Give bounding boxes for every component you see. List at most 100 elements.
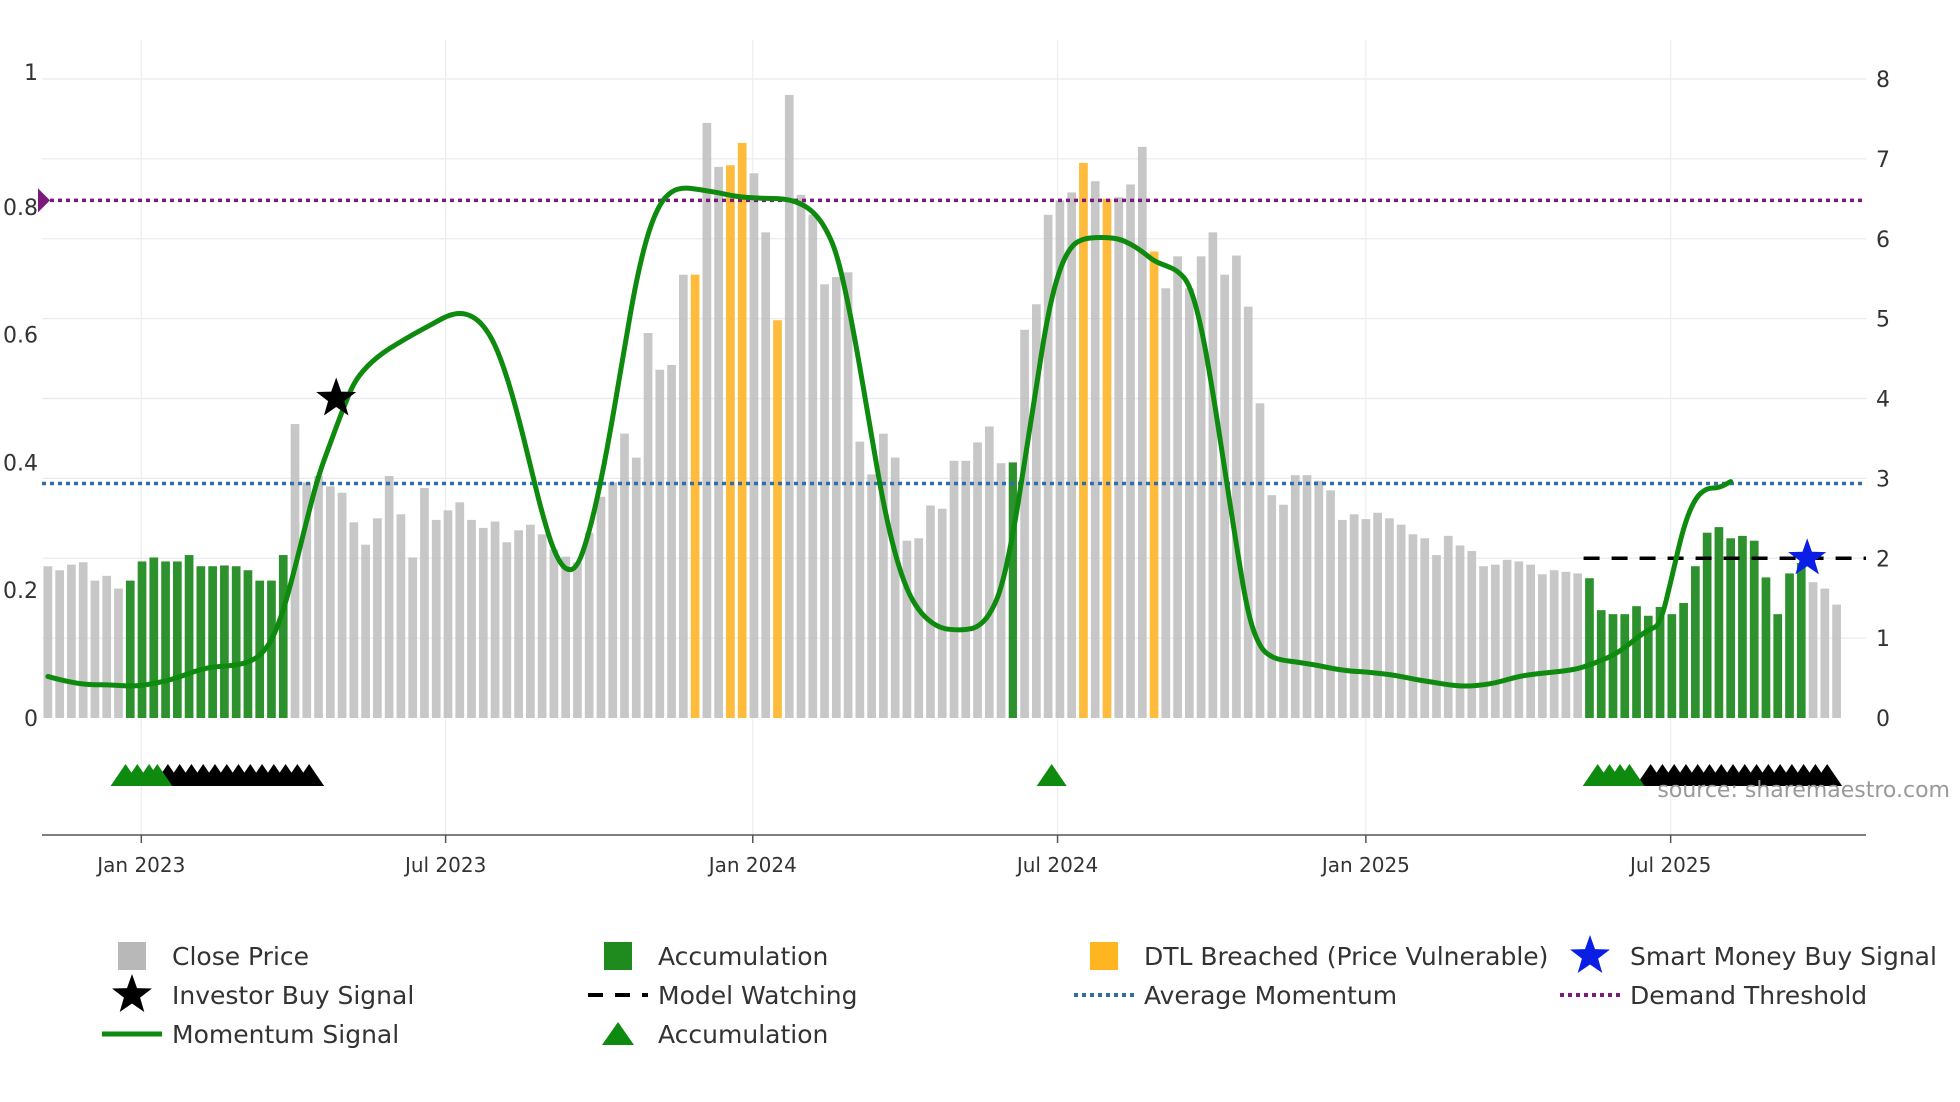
price-bar	[1173, 256, 1182, 718]
price-bar	[302, 482, 312, 718]
accumulation-bar	[1008, 462, 1017, 718]
price-bars	[43, 94, 1841, 719]
accumulation-bar	[255, 580, 265, 718]
price-bar	[1090, 181, 1100, 719]
signal-markers	[110, 377, 1843, 786]
accumulation-marker-black	[1812, 764, 1843, 786]
legend-label: Close Price	[172, 942, 309, 971]
price-bar	[514, 530, 523, 718]
price-bar	[749, 173, 759, 718]
price-bar	[455, 502, 465, 718]
right-tick-label: 7	[1876, 148, 1890, 173]
accumulation-bar	[1702, 532, 1712, 718]
accumulation-bar	[220, 565, 229, 718]
accumulation-bar	[1738, 535, 1747, 718]
legend-triangle-icon	[602, 1022, 634, 1045]
price-bar	[761, 232, 771, 719]
price-bar	[667, 364, 676, 718]
price-bar	[1290, 475, 1300, 718]
dtl-breached-bar	[1102, 198, 1112, 718]
accumulation-bar	[278, 555, 288, 718]
legend-square-icon	[118, 942, 146, 970]
price-bar	[537, 534, 547, 718]
accumulation-bar	[161, 561, 170, 718]
price-bar	[1832, 604, 1841, 718]
right-tick-label: 3	[1876, 467, 1890, 492]
x-tick-label: Jan 2023	[95, 853, 185, 877]
legend-item: Average Momentum	[1074, 981, 1397, 1010]
price-bar	[937, 508, 947, 718]
price-bar	[478, 527, 488, 718]
price-bar	[1043, 214, 1053, 718]
accumulation-bar	[1796, 563, 1806, 718]
price-bar	[961, 460, 971, 718]
legend-item: Momentum Signal	[102, 1020, 399, 1049]
right-tick-label: 2	[1876, 547, 1890, 572]
tick-labels: Jan 2023 Jul 2023 Jan 2024 Jul 2024 Jan 2025…	[3, 61, 1890, 877]
legend-square-icon	[1090, 942, 1118, 970]
legend-label: Demand Threshold	[1630, 981, 1867, 1010]
price-bar	[1067, 192, 1077, 719]
legend-item: Accumulation	[602, 1020, 828, 1049]
x-tick-label: Jul 2023	[403, 853, 486, 877]
price-bar	[949, 460, 959, 718]
price-bar	[584, 532, 594, 718]
right-tick-label: 1	[1876, 627, 1890, 652]
price-bar	[984, 426, 994, 718]
legend-star-icon	[1570, 935, 1610, 973]
price-bar	[90, 580, 100, 718]
price-bar	[643, 333, 653, 718]
price-bar	[620, 433, 629, 718]
price-bar	[1408, 534, 1418, 718]
smart-money-buy-signal-star	[1788, 538, 1827, 575]
price-bar	[820, 284, 829, 718]
price-bar	[784, 94, 794, 719]
accumulation-bar	[125, 580, 135, 718]
price-bar	[1361, 519, 1371, 718]
accumulation-bar	[267, 580, 276, 718]
price-bar	[1279, 504, 1288, 718]
right-tick-label: 4	[1876, 388, 1890, 413]
legend-label: Investor Buy Signal	[172, 981, 414, 1010]
price-bar	[431, 519, 441, 718]
dtl-breached-bar	[726, 165, 735, 718]
left-tick-label: 1	[24, 61, 38, 86]
price-bar	[384, 475, 394, 718]
accumulation-bar	[149, 557, 159, 718]
accumulation-bar	[1608, 614, 1618, 718]
legend-item: Smart Money Buy Signal	[1570, 935, 1937, 973]
price-bar	[890, 457, 900, 718]
price-bar	[1302, 475, 1312, 718]
left-tick-label: 0	[24, 707, 38, 732]
accumulation-bar	[1691, 566, 1700, 718]
legend-label: Smart Money Buy Signal	[1630, 942, 1937, 971]
price-bar	[714, 166, 723, 719]
price-bar	[596, 496, 606, 718]
price-bar	[879, 433, 888, 718]
legend-label: DTL Breached (Price Vulnerable)	[1144, 942, 1548, 971]
accumulation-bar	[1655, 606, 1665, 718]
legend-star-icon	[112, 974, 152, 1012]
price-bar	[1243, 306, 1253, 718]
x-tick-label: Jul 2024	[1015, 853, 1098, 877]
price-bar	[855, 441, 865, 718]
legend-label: Model Watching	[658, 981, 858, 1010]
price-bar	[1538, 574, 1547, 718]
axes	[42, 834, 1866, 843]
price-bar	[561, 556, 571, 718]
price-bar	[1220, 274, 1230, 718]
demand-threshold-marker	[38, 188, 50, 213]
legend-label: Average Momentum	[1144, 981, 1397, 1010]
price-bar	[1502, 559, 1512, 718]
source-label: source: sharemaestro.com	[1657, 778, 1950, 803]
legend-item: Demand Threshold	[1560, 981, 1867, 1010]
price-bar	[337, 492, 347, 718]
price-bar	[1114, 197, 1124, 719]
accumulation-bar	[208, 566, 217, 718]
price-bar	[1490, 564, 1500, 718]
accumulation-bar	[1761, 577, 1771, 718]
price-bar	[573, 562, 582, 718]
price-bar	[702, 122, 712, 718]
left-tick-label: 0.6	[3, 324, 38, 349]
price-bar	[349, 522, 359, 718]
